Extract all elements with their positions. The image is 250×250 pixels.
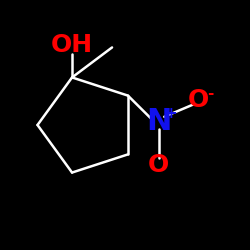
Text: +: + [164, 106, 177, 121]
Text: -: - [207, 86, 213, 101]
Text: OH: OH [51, 33, 93, 57]
Text: O: O [148, 153, 170, 177]
Text: O: O [188, 88, 210, 112]
Text: N: N [146, 107, 172, 136]
